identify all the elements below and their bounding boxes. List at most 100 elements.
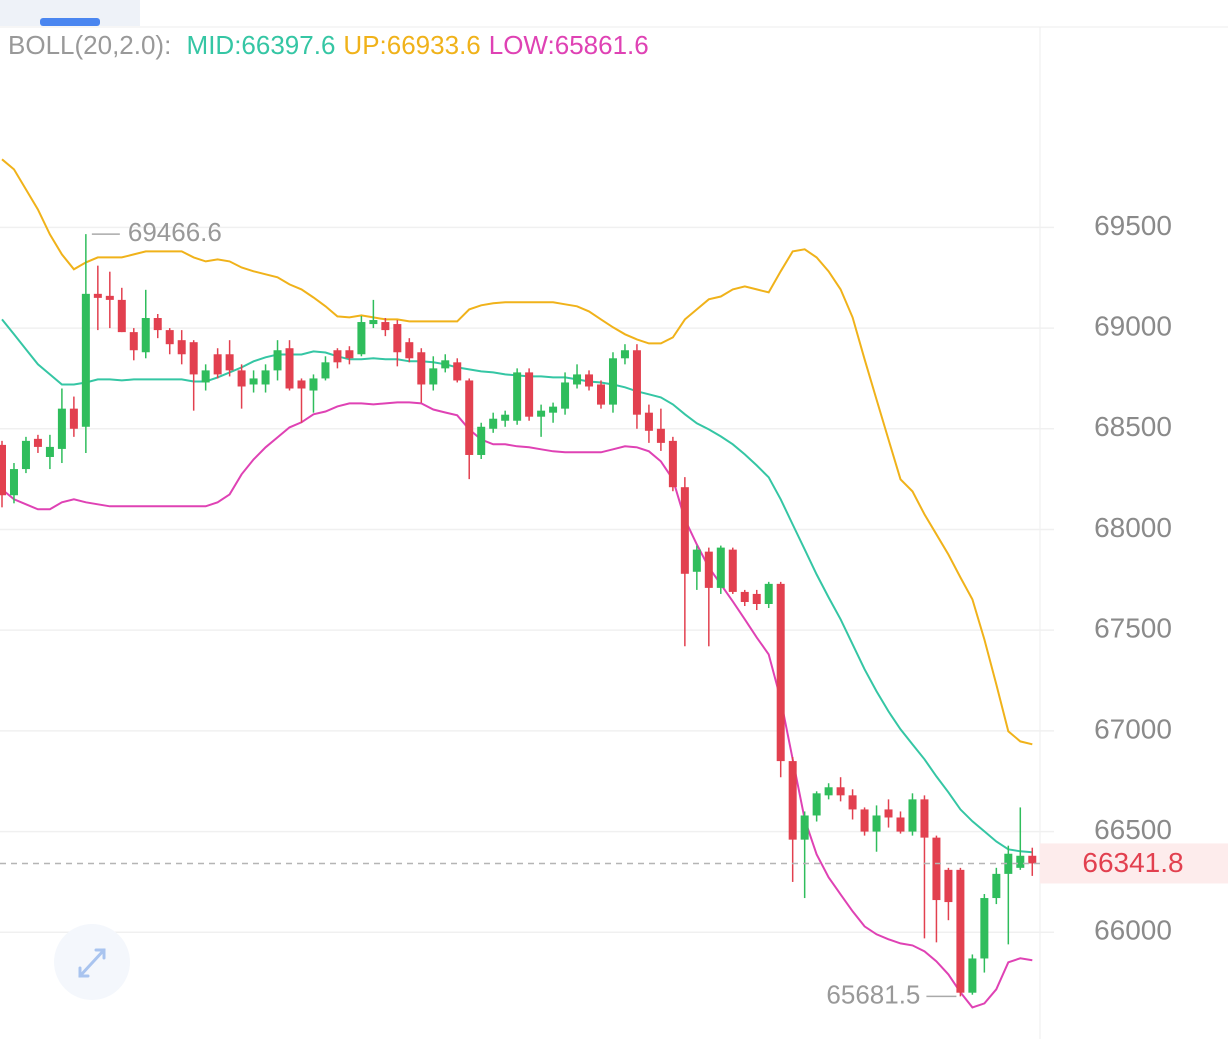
candle-body [261, 370, 270, 385]
expand-button[interactable] [54, 924, 130, 1000]
candle-body [177, 340, 186, 355]
y-tick-label: 67500 [1094, 613, 1172, 644]
y-tick-label: 69000 [1094, 310, 1172, 341]
candle-body [369, 320, 378, 325]
legend-entry: LOW:65861.6 [489, 30, 649, 60]
candle-body [848, 795, 857, 810]
candle-body [69, 408, 78, 429]
candle-body [9, 469, 18, 496]
candle-body [968, 958, 977, 993]
candle-body [752, 593, 761, 605]
y-tick-label: 68000 [1094, 512, 1172, 543]
indicator-lines [1, 158, 1033, 1009]
candles [0, 234, 1037, 997]
candle-body [213, 354, 222, 375]
candle-body [501, 414, 510, 421]
candle-body [908, 799, 917, 832]
candle-body [465, 380, 474, 455]
candle-body [93, 293, 102, 298]
candle-body [788, 761, 797, 840]
candle-body [956, 869, 965, 993]
y-tick-label: 69500 [1094, 210, 1172, 241]
candle-body [692, 549, 701, 572]
candle-body [345, 350, 354, 359]
candle-body [896, 817, 905, 832]
candle-body [33, 438, 42, 447]
candle-body [597, 384, 605, 405]
candle-body [800, 815, 809, 840]
candle-body [81, 293, 90, 427]
candle-body [980, 898, 989, 959]
candle-body [704, 551, 713, 588]
candle-body [764, 583, 773, 605]
candle-body [333, 350, 342, 363]
annotations: 69466.6 65681.5 66341.8 [0, 217, 1228, 1009]
candle-body [1028, 855, 1037, 864]
y-tick-label: 67000 [1094, 713, 1172, 744]
candle-body [992, 873, 1001, 899]
candle-body [680, 487, 689, 574]
candle-body [477, 426, 486, 455]
high-marker-label: 69466.6 [128, 217, 222, 247]
candle-body [381, 322, 390, 331]
candle-body [129, 332, 138, 351]
candle-body [405, 342, 414, 359]
candle-body [1016, 855, 1025, 868]
candle-body [932, 837, 941, 901]
candle-body [417, 352, 426, 385]
candle-body [453, 362, 462, 381]
candle-body [728, 549, 737, 592]
candle-body [225, 354, 234, 371]
candle-body [57, 408, 66, 449]
candle-body [273, 350, 282, 371]
candle-body [249, 378, 258, 385]
candle-body [872, 815, 881, 832]
candle-body [201, 370, 210, 383]
candle-body [285, 348, 294, 389]
candle-body [309, 378, 318, 391]
candle-body [165, 330, 174, 345]
candle-body [656, 428, 665, 443]
grid: 66000 66500 67000 67500 68000 68500 69000 69500 [0, 210, 1172, 946]
indicator-line [1, 401, 1033, 1009]
candle-body [429, 368, 438, 385]
candle-body [489, 418, 498, 429]
candle-body [153, 318, 162, 331]
candle-body [884, 809, 893, 818]
candle-body [608, 358, 617, 405]
candle-body [441, 360, 450, 369]
candle-body [549, 406, 558, 413]
candle-body [824, 787, 833, 796]
candle-body [620, 350, 629, 359]
candle-body [920, 799, 929, 838]
last-price-bg [1040, 843, 1228, 884]
candle-body [117, 299, 126, 333]
candle-body [141, 318, 150, 353]
candle-body [585, 374, 594, 387]
candle-body [237, 370, 246, 387]
candle-body [740, 591, 749, 602]
candle-body [513, 372, 522, 421]
last-price-label: 66341.8 [1082, 847, 1183, 878]
indicator-name: BOLL(20,2.0): [8, 30, 171, 60]
candle-body [716, 547, 725, 588]
candle-body [21, 440, 30, 470]
candle-body [1004, 853, 1013, 874]
expand-icon[interactable] [78, 948, 106, 978]
y-tick-label: 66000 [1094, 915, 1172, 946]
candle-body [357, 322, 366, 355]
candle-body [393, 324, 402, 353]
low-marker-label: 65681.5 [826, 979, 920, 1009]
candle-body [644, 412, 653, 431]
y-tick-label: 66500 [1094, 814, 1172, 845]
candle-body [776, 583, 785, 762]
candle-body [860, 809, 869, 832]
indicator-line [1, 158, 1033, 746]
candle-body [561, 382, 570, 409]
candle-body [812, 793, 821, 816]
legend-entry: UP:66933.6 [343, 30, 480, 60]
candle-body [189, 342, 198, 375]
candle-body [321, 362, 330, 379]
